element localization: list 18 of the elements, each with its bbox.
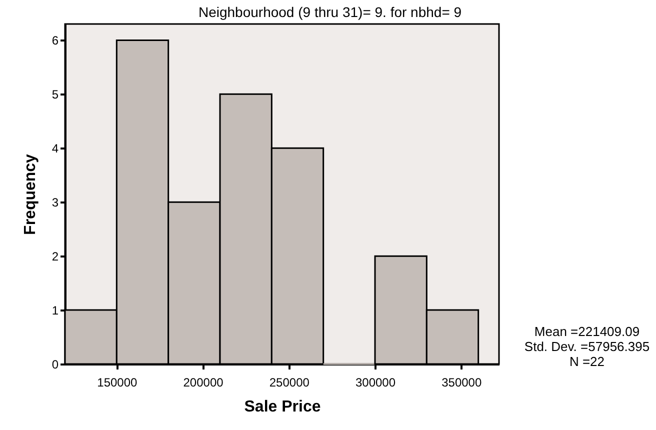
x-tick-label: 150000 — [97, 376, 138, 390]
text: N =22 — [569, 354, 605, 369]
x-tick-label: 300000 — [355, 376, 396, 390]
y-tick-label: 6 — [52, 34, 59, 48]
y-axis-title: Frequency — [22, 154, 39, 235]
y-tick-label: 3 — [52, 196, 59, 210]
chart-title: Neighbourhood (9 thru 31)= 9. for nbhd= 9 — [198, 4, 462, 20]
x-axis-title: Sale Price — [244, 398, 321, 416]
y-tick-label: 1 — [52, 304, 59, 318]
text: Mean =221409.09 — [534, 324, 640, 339]
x-tick-label: 350000 — [442, 376, 482, 390]
text: Std. Dev. =57956.395 — [524, 339, 650, 354]
x-tick-label: 200000 — [183, 376, 224, 390]
y-tick-label: 4 — [52, 142, 59, 156]
y-tick-label: 2 — [52, 250, 59, 264]
y-tick-label: 5 — [52, 88, 59, 102]
x-tick-label: 250000 — [269, 376, 310, 390]
y-tick-label: 0 — [52, 358, 59, 372]
